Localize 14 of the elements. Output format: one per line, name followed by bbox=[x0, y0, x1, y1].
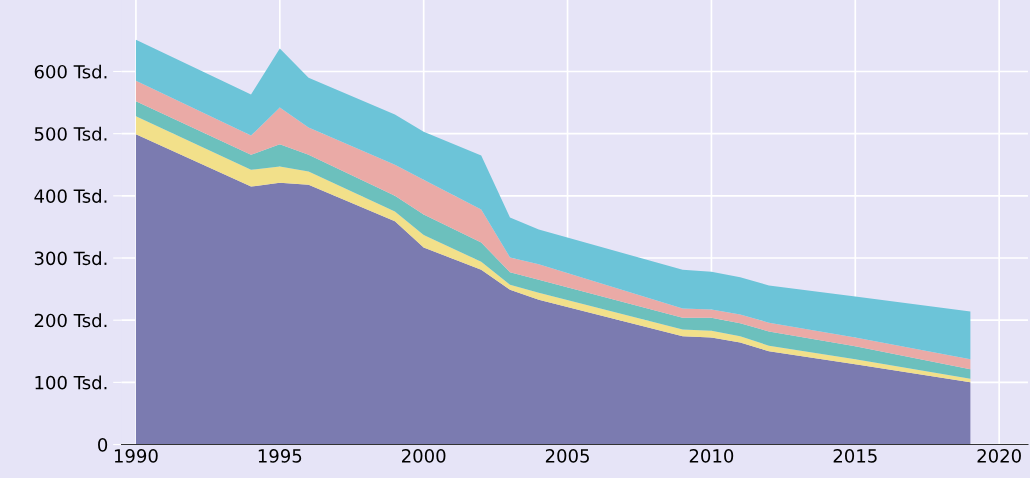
y-tick-label: 200 Tsd. bbox=[34, 313, 107, 328]
x-tick-label: 2005 bbox=[545, 449, 589, 463]
x-tick-label: 2015 bbox=[833, 449, 877, 463]
y-tick-label: 500 Tsd. bbox=[34, 126, 107, 141]
y-tick-label: 600 Tsd. bbox=[34, 64, 107, 79]
x-tick-label: 1995 bbox=[258, 449, 302, 463]
x-tick-label: 2010 bbox=[689, 449, 734, 463]
x-tick-label: 1990 bbox=[114, 449, 158, 463]
y-tick-label: 100 Tsd. bbox=[35, 375, 107, 390]
y-tick-label: 0 bbox=[98, 438, 108, 452]
y-tick-label: 400 Tsd. bbox=[34, 188, 107, 203]
x-tick-label: 2000 bbox=[402, 449, 446, 463]
y-tick-label: 300 Tsd. bbox=[34, 251, 107, 266]
x-tick-label: 2020 bbox=[977, 449, 1021, 463]
